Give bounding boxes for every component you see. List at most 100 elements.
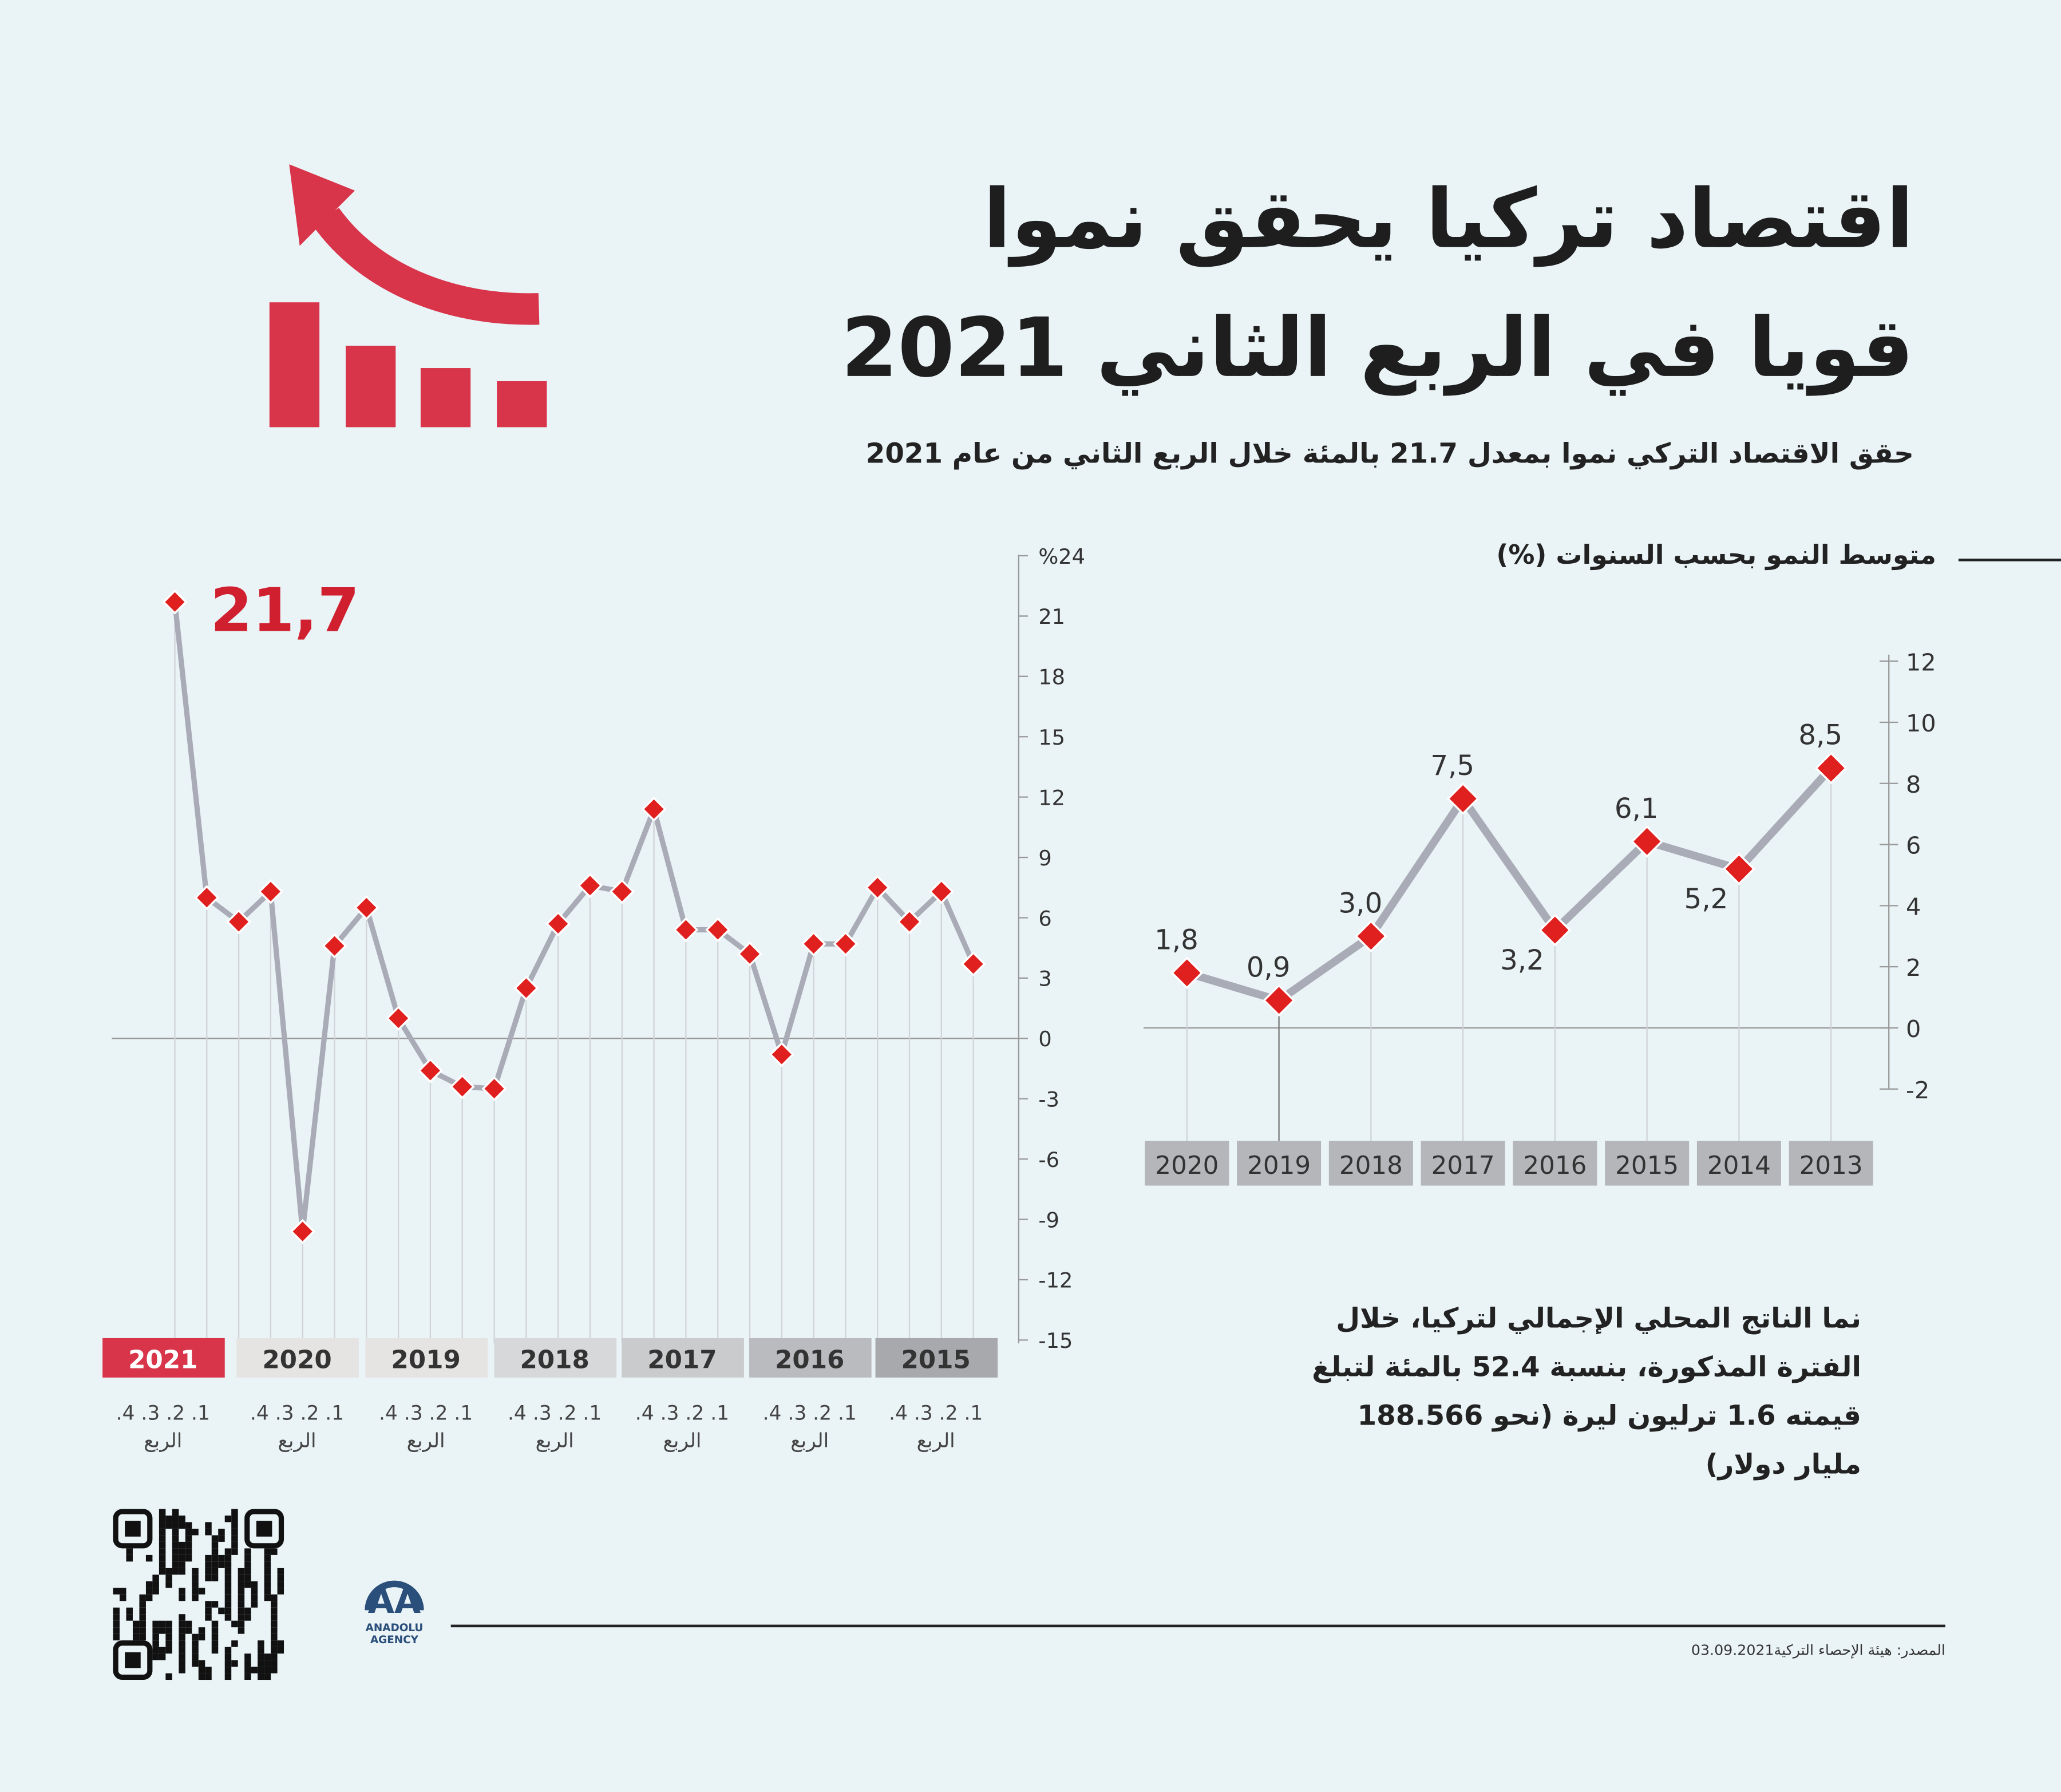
qr-module — [172, 1522, 179, 1529]
qr-module — [205, 1614, 212, 1621]
qr-module — [152, 1640, 159, 1647]
y-tick-label: 10 — [1906, 710, 1936, 737]
qr-module — [271, 1627, 278, 1634]
qr-module — [231, 1535, 238, 1542]
qr-module — [264, 1575, 271, 1581]
quarter-ticks: .4 .3 .2 .1 — [635, 1402, 729, 1425]
data-label: 6,1 — [1615, 793, 1659, 825]
qr-module — [192, 1581, 199, 1588]
qr-module — [198, 1673, 205, 1680]
qr-module — [224, 1614, 232, 1621]
y-tick-label: 6 — [1906, 832, 1921, 860]
gdp-note: نما الناتج المحلي الإجمالي لتركيا، خلال … — [1312, 1302, 1861, 1480]
qr-module — [165, 1620, 172, 1628]
qr-module — [277, 1588, 284, 1595]
data-point — [162, 589, 188, 615]
y-tick-label: 9 — [1038, 846, 1051, 871]
year-box — [1421, 1141, 1505, 1186]
qr-module — [244, 1548, 251, 1555]
qr-module — [264, 1561, 271, 1568]
qr-module — [205, 1554, 212, 1562]
qr-module — [258, 1660, 264, 1667]
aa-logo-icon: AA — [365, 1580, 424, 1621]
data-point — [386, 1006, 412, 1031]
qr-module — [126, 1548, 133, 1555]
data-label: 7,5 — [1430, 750, 1474, 782]
qr-module — [139, 1607, 146, 1615]
qr-module — [165, 1581, 172, 1588]
date-text: 03.09.2021 — [1691, 1641, 1774, 1659]
data-point — [226, 909, 251, 935]
data-point — [481, 1076, 507, 1102]
qr-module — [132, 1633, 140, 1641]
data-point — [1263, 984, 1296, 1017]
qr-module — [179, 1561, 185, 1568]
qr-module — [185, 1522, 192, 1529]
y-tick-label: -2 — [1906, 1077, 1929, 1104]
qr-module — [218, 1554, 225, 1562]
y-tick-label: 4 — [1906, 893, 1921, 920]
y-tick-label: 15 — [1038, 725, 1065, 750]
qr-module — [244, 1607, 251, 1615]
qr-module — [192, 1633, 199, 1641]
qr-module — [152, 1575, 159, 1581]
year-box — [1328, 1141, 1413, 1186]
qr-module — [159, 1515, 166, 1522]
qr-module — [126, 1614, 133, 1621]
qr-module — [159, 1627, 166, 1634]
qr-module — [185, 1554, 192, 1562]
qr-module — [224, 1647, 232, 1654]
qr-module — [224, 1561, 232, 1568]
data-point — [1354, 920, 1387, 953]
y-tick-label: -3 — [1038, 1087, 1059, 1112]
data-label: 8,5 — [1798, 719, 1842, 751]
qr-module — [159, 1620, 166, 1628]
qr-module — [152, 1620, 159, 1628]
qr-module — [192, 1594, 199, 1601]
data-point — [737, 941, 762, 967]
data-point — [449, 1074, 475, 1099]
year-label: 2017 — [647, 1346, 717, 1375]
growth-arrow-icon — [269, 164, 547, 428]
qr-module — [271, 1640, 278, 1647]
qr-module — [192, 1640, 199, 1647]
qr-module — [145, 1581, 153, 1588]
qr-module — [113, 1588, 120, 1595]
qr-finder — [113, 1640, 153, 1680]
qr-module — [244, 1575, 251, 1581]
qr-module — [192, 1588, 199, 1595]
footer-divider — [450, 1624, 1945, 1628]
qr-module — [244, 1667, 251, 1674]
year-label: 2021 — [128, 1346, 197, 1375]
data-point — [897, 909, 922, 935]
qr-module — [277, 1640, 284, 1647]
qr-module — [159, 1522, 166, 1529]
qr-module — [165, 1568, 172, 1575]
quarter-ticks: .4 .3 .2 .1 — [379, 1402, 473, 1425]
qr-module — [271, 1647, 278, 1654]
qr-module — [224, 1653, 232, 1660]
qr-module — [244, 1581, 251, 1588]
qr-module — [139, 1594, 146, 1601]
qr-module — [119, 1588, 126, 1595]
qr-module — [211, 1601, 219, 1608]
qr-module — [159, 1528, 166, 1536]
qr-module — [244, 1673, 251, 1680]
qr-module — [192, 1660, 199, 1667]
series-line — [1185, 765, 1834, 1004]
year-bar — [102, 1338, 225, 1378]
year-label: 2016 — [1523, 1152, 1587, 1180]
qr-module — [179, 1554, 185, 1562]
qr-module — [211, 1568, 219, 1575]
qr-module — [218, 1528, 225, 1536]
y-tick-label: 2 — [1906, 954, 1921, 982]
data-point — [194, 885, 220, 911]
qr-code[interactable] — [113, 1509, 287, 1682]
data-label: 5,2 — [1684, 883, 1728, 915]
year-label: 2016 — [775, 1346, 844, 1375]
qr-module — [211, 1620, 219, 1628]
qr-module — [251, 1601, 258, 1608]
qr-module — [231, 1620, 238, 1628]
qr-module — [211, 1575, 219, 1581]
